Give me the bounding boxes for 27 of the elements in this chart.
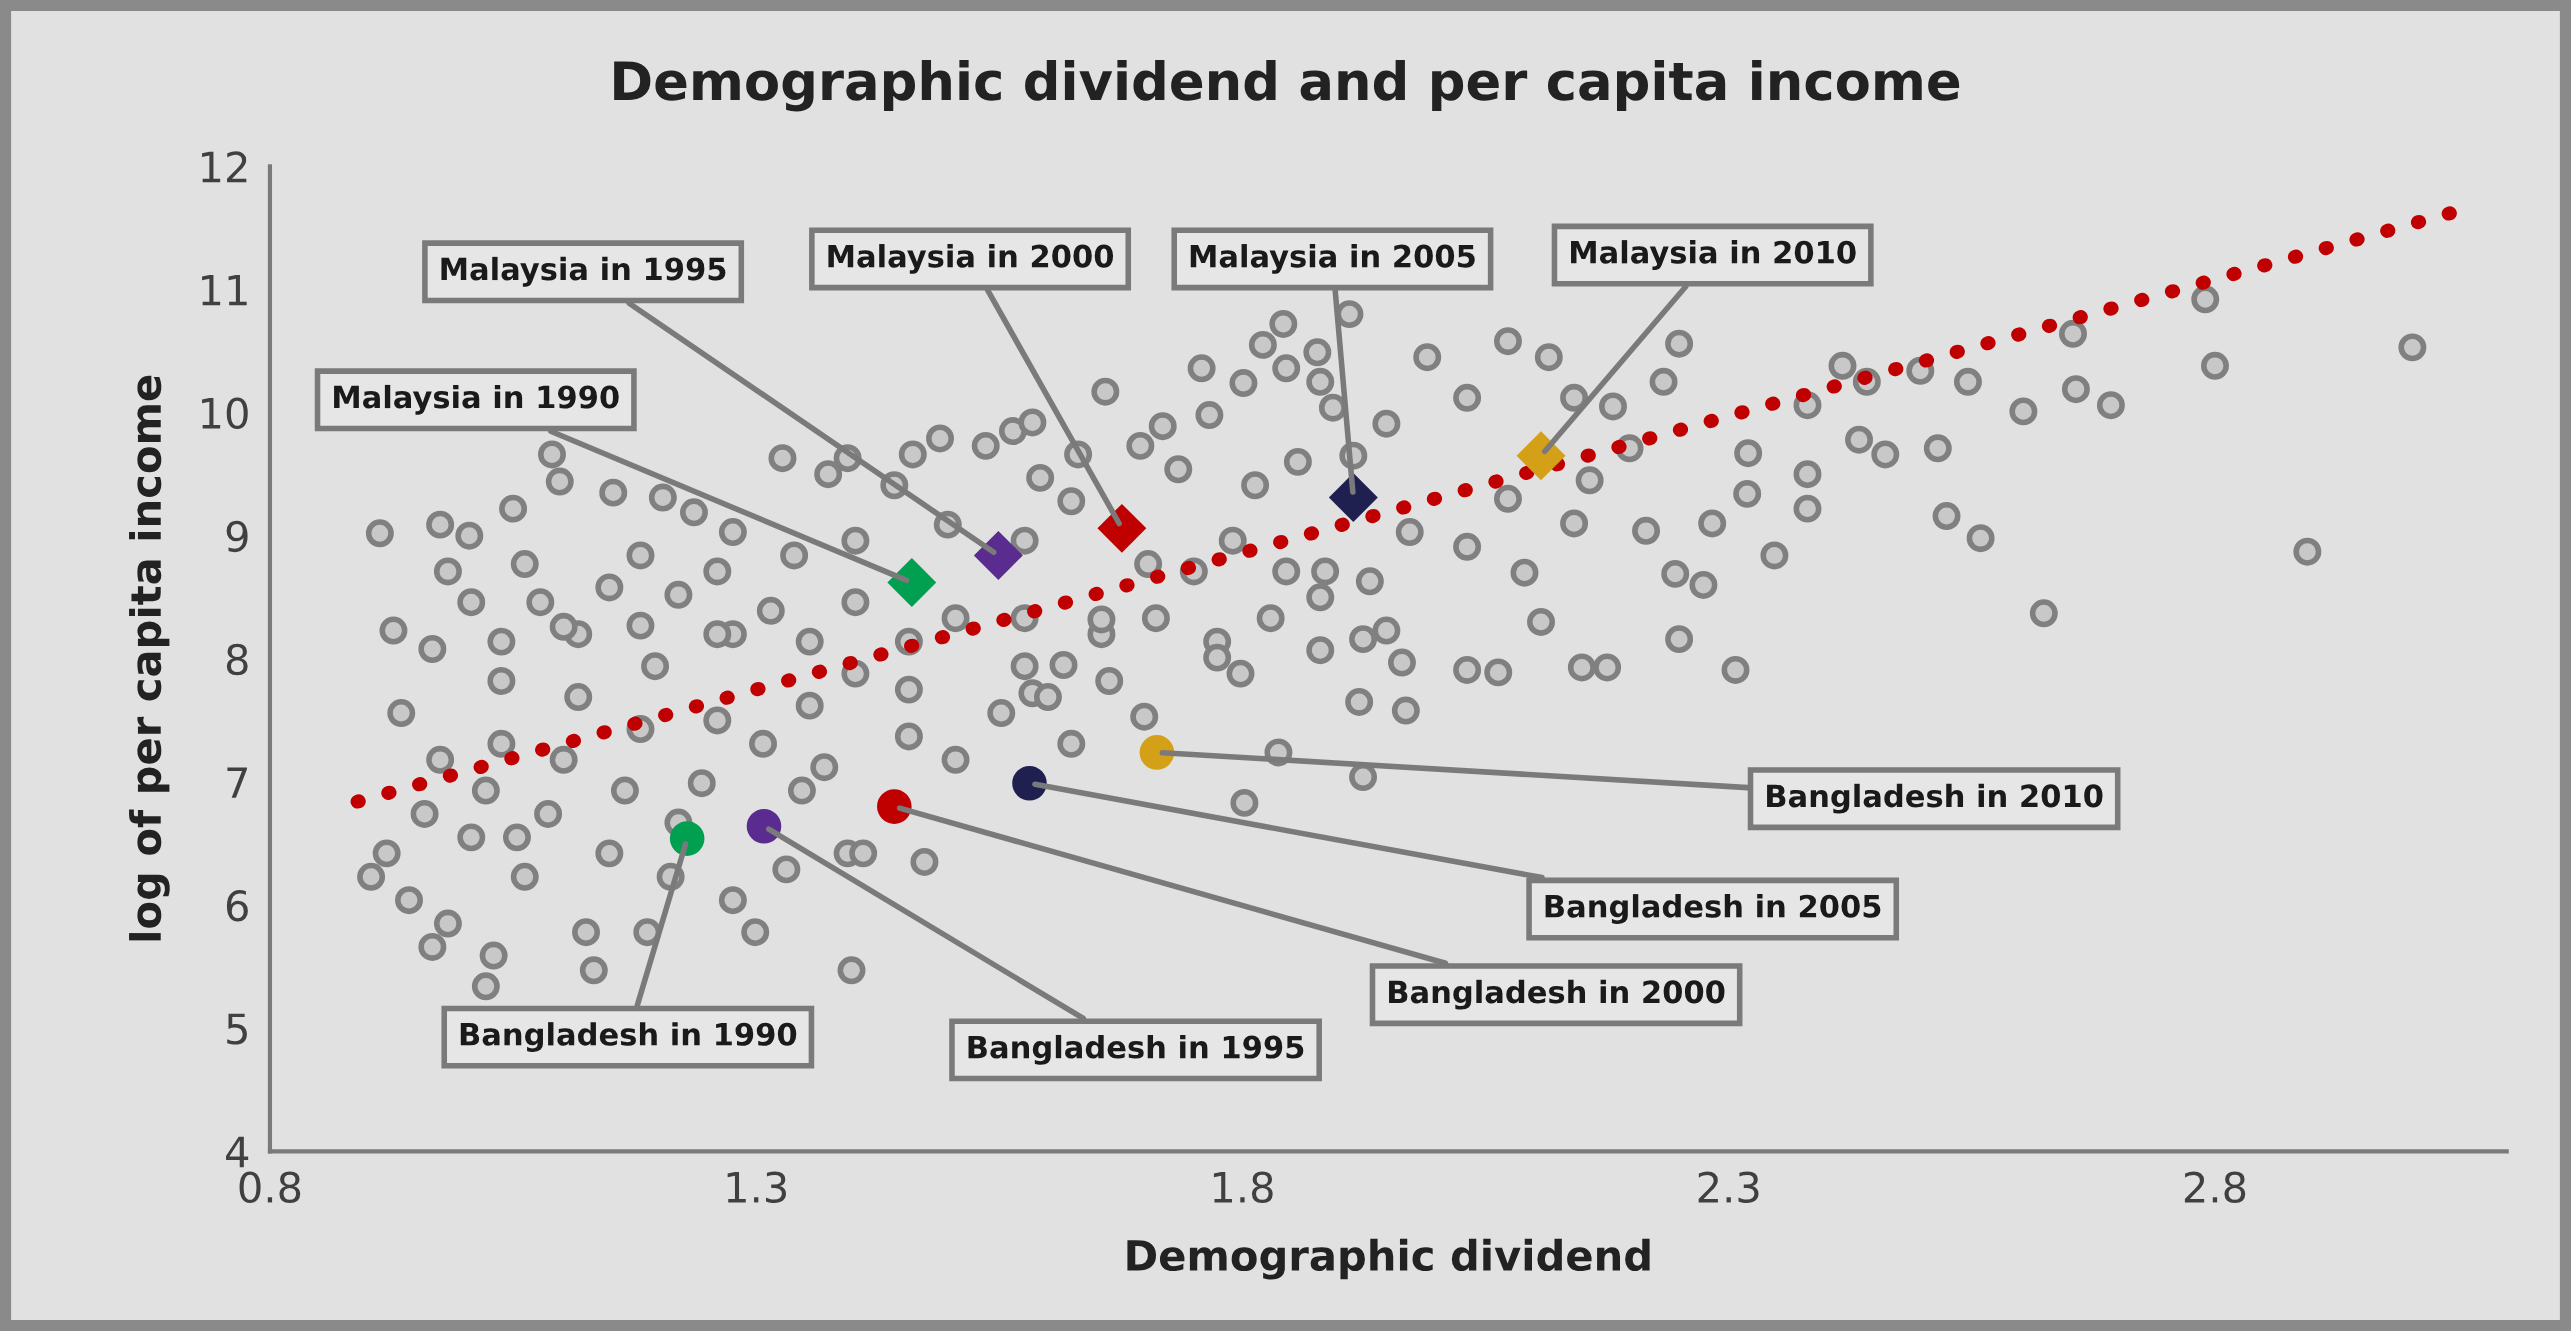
y-tick-label: 6 (226, 889, 248, 922)
y-tick-label: 7 (227, 767, 247, 798)
y-axis-title: log of per capita income (129, 375, 170, 941)
annotation: Malaysia in 1995 (441, 256, 726, 287)
x-tick-label: 1.8 (1213, 1171, 1273, 1204)
annotation: Bangladesh in 2005 (1545, 894, 1881, 924)
x-tick-label: 0.8 (239, 1171, 301, 1204)
x-tick-label: 2.8 (2184, 1171, 2246, 1204)
y-tick-label: 5 (227, 1013, 247, 1045)
y-tick-label: 11 (202, 274, 247, 306)
y-tick-label: 9 (226, 520, 248, 553)
annotation: Bangladesh in 1995 (968, 1034, 1304, 1065)
y-tick-label: 8 (226, 643, 248, 676)
x-axis-title: Demographic dividend (1127, 1238, 1650, 1280)
annotation: Malaysia in 2005 (1190, 244, 1475, 274)
annotation: Bangladesh in 2000 (1389, 979, 1725, 1010)
y-tick-label: 4 (226, 1136, 249, 1168)
chart-title: Demographic dividend and per capita income (614, 59, 1960, 112)
y-tick-label: 12 (202, 151, 247, 183)
annotation: Malaysia in 2010 (1571, 240, 1856, 270)
x-tick-label: 2.3 (1698, 1171, 1759, 1204)
x-tick-label: 1.3 (727, 1171, 786, 1204)
y-tick-label: 10 (202, 397, 248, 430)
annotation: Malaysia in 1990 (334, 384, 619, 415)
annotation: Bangladesh in 1990 (460, 1022, 797, 1052)
annotation: Malaysia in 2000 (828, 244, 1114, 274)
annotation: Bangladesh in 2010 (1767, 783, 2103, 814)
